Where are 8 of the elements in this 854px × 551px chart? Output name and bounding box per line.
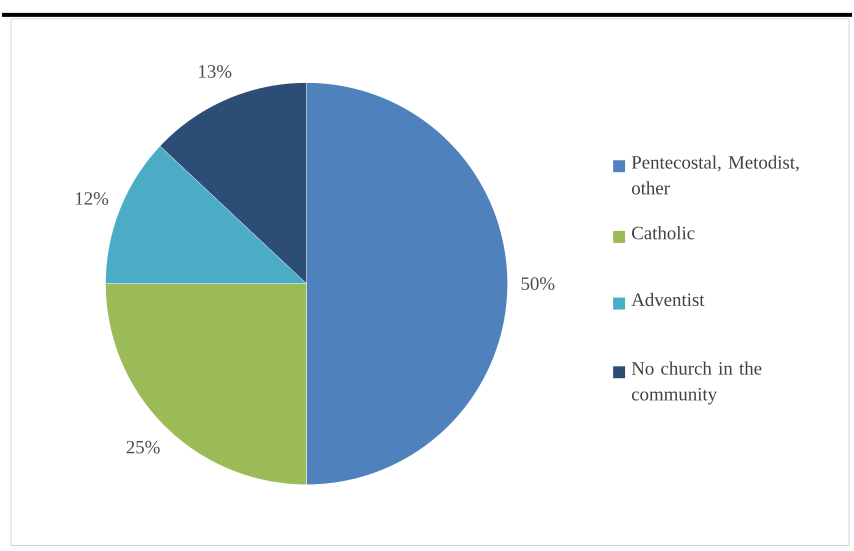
legend-label: Adventist — [631, 292, 704, 306]
legend-label: Pentecostal, Metodist, other — [632, 155, 799, 194]
data-label: 25% — [126, 440, 160, 454]
data-label: 12% — [76, 192, 108, 205]
data-label: 13% — [199, 64, 232, 78]
data-label: 50% — [522, 277, 554, 290]
legend-label: No church in the community — [632, 361, 762, 404]
legend-label: Catholic — [632, 226, 695, 240]
